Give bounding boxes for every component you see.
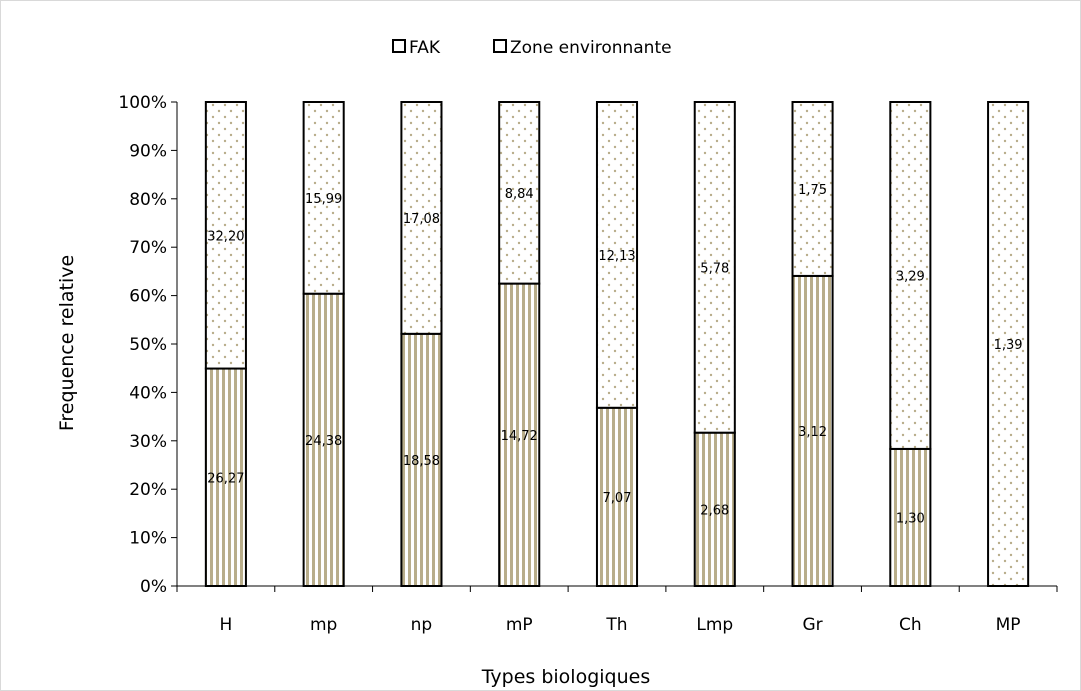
bar-fak-mp xyxy=(498,282,541,587)
data-label-fak-gr: 3,12 xyxy=(798,425,827,440)
bar-zone-environnante-mp xyxy=(302,101,345,295)
bar-fak-th xyxy=(595,406,639,587)
bar-zone-environnante-th xyxy=(595,101,639,409)
bar-zone-environnante-np xyxy=(400,101,443,335)
data-label-fak-mp: 14,72 xyxy=(501,429,538,444)
x-tick-label-lmp: Lmp xyxy=(696,615,733,635)
y-axis: 0% 10% 20% 30% 40% 50% 60% 70% 80% 90% 100% xyxy=(118,93,178,597)
data-label-zone-environnante-th: 12,13 xyxy=(598,249,635,264)
bar-fak-h xyxy=(204,367,247,587)
y-tick-label: 40% xyxy=(129,383,167,403)
legend-label-zone-environnante: Zone environnante xyxy=(510,38,672,58)
legend-label-fak: FAK xyxy=(409,38,441,58)
data-label-fak-lmp: 2,68 xyxy=(700,503,729,518)
y-tick-label: 10% xyxy=(129,529,167,549)
bar-zone-environnante-mp xyxy=(498,101,541,285)
data-label-zone-environnante-lmp: 5,78 xyxy=(700,261,729,276)
x-tick-label-mp: MP xyxy=(996,615,1021,635)
bar-zone-environnante-lmp xyxy=(693,101,736,434)
x-tick-label-h: H xyxy=(219,615,232,635)
data-label-fak-mp: 24,38 xyxy=(305,434,342,449)
data-label-zone-environnante-mp: 8,84 xyxy=(505,187,534,202)
bar-zone-environnante-ch xyxy=(889,101,932,450)
y-tick-label: 80% xyxy=(129,190,167,210)
legend-item-zone-environnante: Zone environnante xyxy=(493,38,672,58)
y-axis-title: Frequence relative xyxy=(56,255,78,431)
y-tick-label: 70% xyxy=(129,238,167,258)
x-tick-label-ch: Ch xyxy=(899,615,922,635)
bar-zone-environnante-mp xyxy=(987,101,1030,587)
y-tick-label: 0% xyxy=(140,577,167,597)
legend: FAK Zone environnante xyxy=(392,38,672,58)
bar-fak-mp xyxy=(302,292,345,587)
y-tick-label: 50% xyxy=(129,335,167,355)
y-tick-label: 100% xyxy=(118,93,167,113)
bar-fak-gr xyxy=(791,274,834,587)
x-tick-label-gr: Gr xyxy=(802,615,822,635)
x-tick-label-mp: mp xyxy=(310,615,337,635)
y-tick-label: 90% xyxy=(129,141,167,161)
bars xyxy=(204,101,1030,588)
data-label-zone-environnante-np: 17,08 xyxy=(403,212,440,227)
bar-fak-np xyxy=(400,332,443,587)
bar-zone-environnante-gr xyxy=(791,101,834,277)
legend-swatch-zone-environnante xyxy=(493,39,507,53)
legend-item-fak: FAK xyxy=(392,38,441,58)
data-label-zone-environnante-gr: 1,75 xyxy=(798,183,827,198)
data-label-fak-np: 18,58 xyxy=(403,454,440,469)
x-axis-title: Types biologiques xyxy=(481,666,650,688)
data-label-fak-h: 26,27 xyxy=(207,471,244,486)
y-tick-label: 20% xyxy=(129,480,167,500)
data-label-fak-th: 7,07 xyxy=(603,491,632,506)
data-label-fak-ch: 1,30 xyxy=(896,511,925,526)
data-label-zone-environnante-h: 32,20 xyxy=(207,229,244,244)
x-tick-label-th: Th xyxy=(605,615,627,635)
x-tick-label-np: np xyxy=(411,615,433,635)
y-tick-label: 30% xyxy=(129,432,167,452)
data-label-zone-environnante-mp: 1,39 xyxy=(994,338,1023,353)
legend-swatch-fak xyxy=(392,39,406,53)
data-label-zone-environnante-ch: 3,29 xyxy=(896,269,925,284)
x-tick-label-mp: mP xyxy=(506,615,533,635)
data-labels: 26,27 32,20 24,38 15,99 18,58 17,08 14,72 8,84 7… xyxy=(207,183,1022,526)
y-tick-label: 60% xyxy=(129,287,167,307)
data-label-zone-environnante-mp: 15,99 xyxy=(305,192,342,207)
bar-zone-environnante-h xyxy=(204,101,247,370)
